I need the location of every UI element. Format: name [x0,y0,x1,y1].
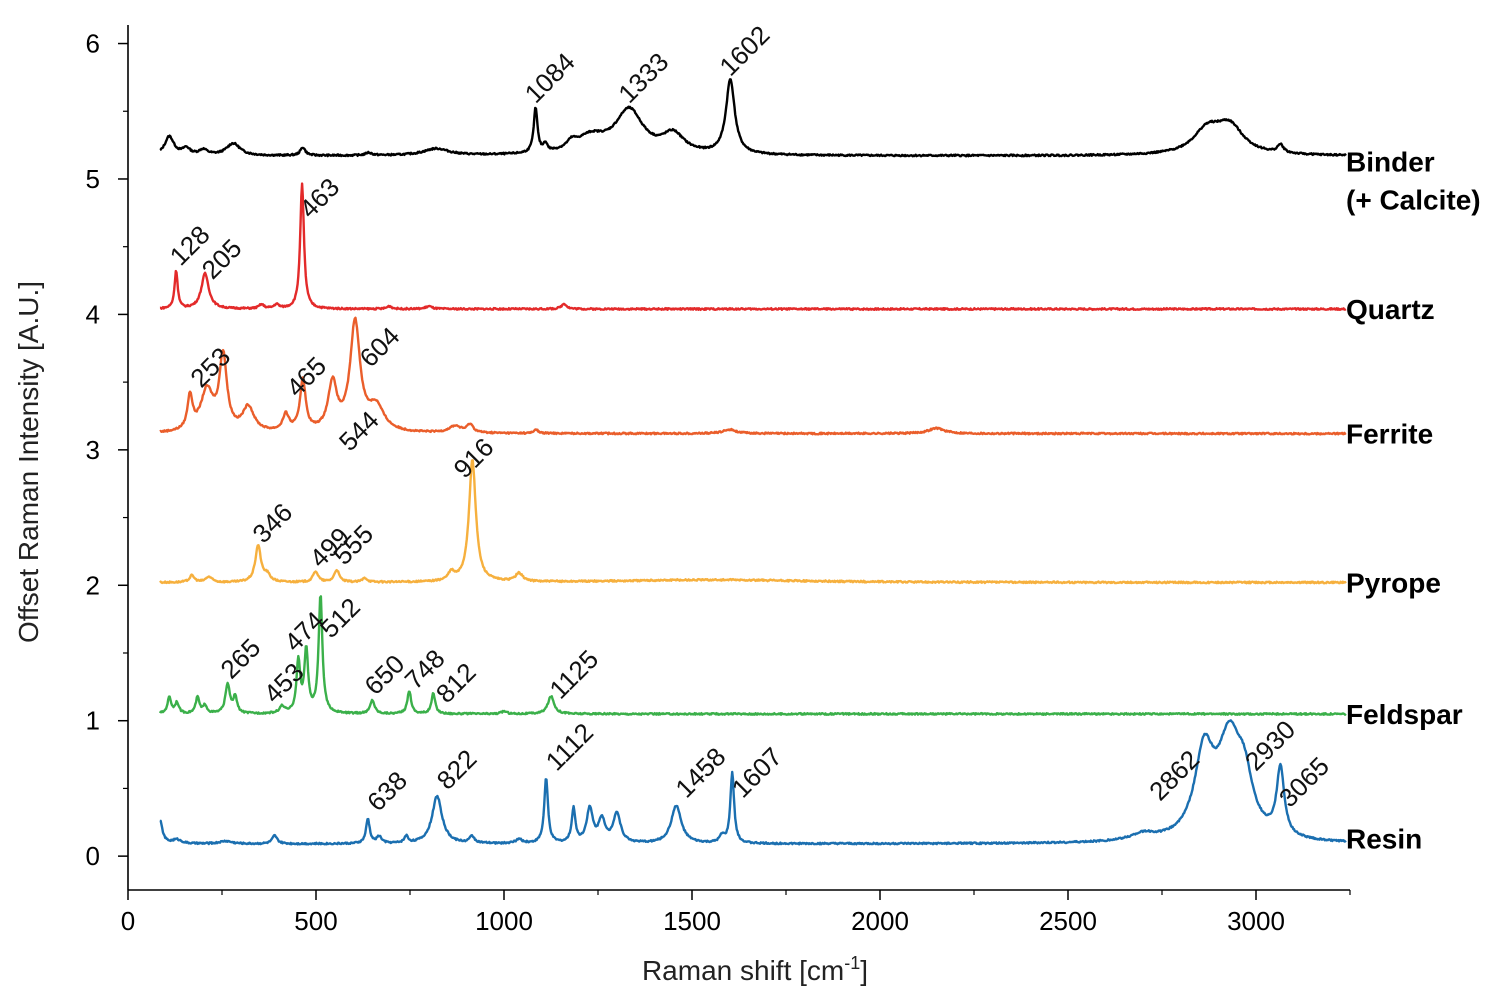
series-label-resin: Resin [1346,824,1422,855]
peak-label: 1458 [669,741,731,803]
peak-label: 1602 [713,20,775,82]
peak-label: 1607 [726,741,788,803]
series-label-quartz: Quartz [1346,294,1435,325]
series-label-binder-line2: (+ Calcite) [1346,184,1481,215]
y-tick-label: 6 [86,29,100,59]
y-tick-label: 2 [86,570,100,600]
peak-label: 346 [246,497,298,549]
series-label-ferrite: Ferrite [1346,419,1433,450]
x-tick-label: 2500 [1039,906,1097,936]
peak-label: 453 [258,657,310,709]
y-tick-label: 1 [86,706,100,736]
y-tick-label: 4 [86,299,100,329]
y-tick-label: 5 [86,164,100,194]
series-label-feldspar: Feldspar [1346,699,1463,730]
peak-label: 1084 [519,47,581,109]
peak-label: 3065 [1273,751,1335,813]
series-line-pyrope [159,459,1347,585]
peak-label: 1333 [612,47,674,109]
series-label-binder: Binder [1346,146,1435,177]
series-label-layer: Binder (+ Calcite) Quartz Ferrite Pyrope Feld… [1346,146,1481,854]
x-tick-label: 0 [121,906,135,936]
x-axis-title-sup: -1 [844,953,860,973]
series-label-pyrope: Pyrope [1346,568,1441,599]
peak-label: 638 [361,765,413,817]
peak-label: 265 [214,632,266,684]
axes: 0 500 1000 1500 2000 2500 3000 0 1 2 3 4 5 6 [86,25,1351,936]
y-tick-label: 0 [86,841,100,871]
y-tick-label: 3 [86,435,100,465]
x-axis-title: Raman shift [cm-1] [642,953,868,986]
peak-label: 916 [448,432,500,484]
peak-label: 544 [333,405,385,457]
x-tick-label: 500 [294,906,337,936]
series-line-feldspar [158,595,1347,716]
x-tick-label: 2000 [851,906,909,936]
peak-label: 465 [280,351,332,403]
x-axis-title-end: ] [860,955,868,986]
x-tick-label: 3000 [1227,906,1285,936]
series-line-binder [159,78,1347,158]
y-axis-title: Offset Raman Intensity [A.U.] [13,281,44,643]
series-line-quartz [159,182,1347,311]
x-tick-label: 1000 [475,906,533,936]
peak-label: 1112 [540,717,599,776]
x-tick-label: 1500 [663,906,721,936]
series-layer [158,78,1347,846]
series-line-ferrite [159,316,1347,436]
x-axis-title-main: Raman shift [cm [642,955,844,986]
peak-label: 822 [431,743,483,795]
series-line-resin [159,719,1347,846]
